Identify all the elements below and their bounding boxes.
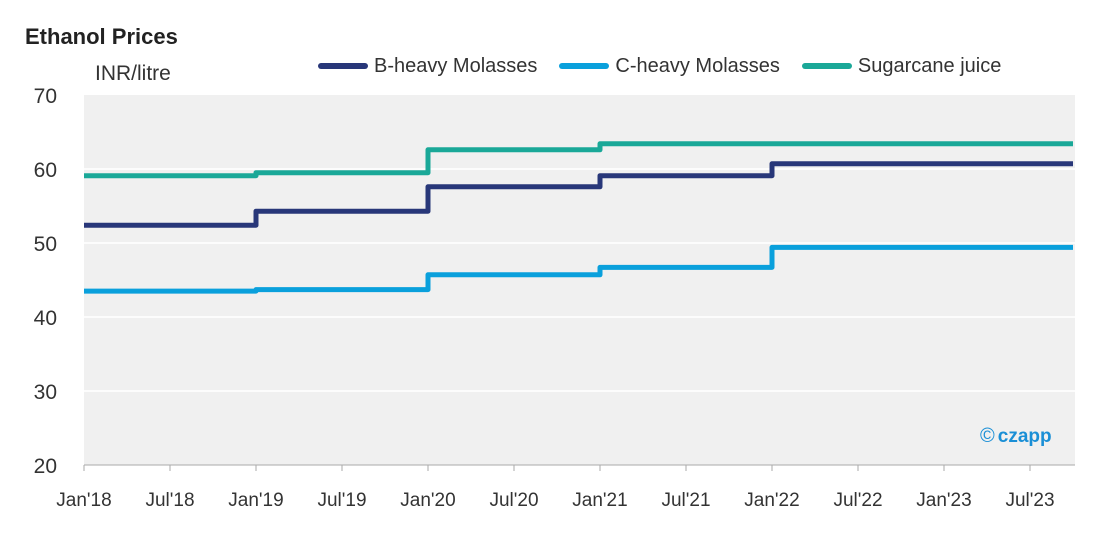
legend-item: B-heavy Molasses bbox=[318, 55, 537, 78]
x-tick-label: Jul'19 bbox=[317, 490, 366, 511]
legend-label: Sugarcane juice bbox=[857, 54, 1002, 77]
legend-swatch bbox=[801, 63, 852, 69]
x-tick-label: Jul'18 bbox=[145, 490, 194, 511]
series-lines bbox=[84, 141, 1073, 294]
chart-legend: B-heavy Molasses C-heavy Molasses Sugarcan… bbox=[318, 53, 1023, 79]
series-line-2 bbox=[84, 141, 1073, 179]
x-tick-labels: Jan'18 Jul'18 Jan'19 Jul'19 Jan'20 Jul'20 Jan'… bbox=[56, 490, 1054, 511]
legend-item: Sugarcane juice bbox=[801, 54, 1002, 78]
series-line-1 bbox=[84, 244, 1073, 294]
x-tick-label: Jan'21 bbox=[572, 490, 627, 511]
legend-label: C-heavy Molasses bbox=[615, 54, 780, 77]
plot-background bbox=[84, 95, 1075, 465]
watermark-text: czapp bbox=[997, 425, 1052, 447]
y-axis-unit-label: INR/litre bbox=[95, 62, 171, 85]
x-tick-label: Jan'20 bbox=[400, 490, 455, 511]
y-tick-label: 30 bbox=[34, 381, 57, 404]
legend-swatch bbox=[318, 63, 368, 69]
series-line-0 bbox=[84, 161, 1073, 228]
legend-item: C-heavy Molasses bbox=[559, 55, 780, 78]
y-tick-label: 40 bbox=[34, 307, 57, 330]
x-tick-label: Jan'22 bbox=[744, 490, 799, 511]
x-tick-label: Jan'19 bbox=[228, 490, 283, 511]
x-tick-label: Jul'23 bbox=[1005, 490, 1054, 511]
x-tick-label: Jul'21 bbox=[661, 490, 710, 511]
gridlines bbox=[84, 168, 1075, 392]
copyright-icon: © bbox=[980, 425, 995, 447]
y-tick-label: 70 bbox=[34, 85, 57, 108]
y-tick-label: 20 bbox=[34, 455, 57, 478]
czapp-watermark-logo: © czapp bbox=[980, 425, 1052, 448]
x-tick-label: Jul'20 bbox=[489, 490, 538, 511]
legend-swatch bbox=[559, 63, 610, 69]
y-axis: 20 30 40 50 60 70 bbox=[34, 85, 57, 478]
x-axis bbox=[83, 464, 1075, 471]
legend-label: B-heavy Molasses bbox=[374, 54, 538, 77]
y-tick-label: 60 bbox=[34, 159, 57, 182]
y-tick-label: 50 bbox=[34, 233, 57, 256]
x-tick-label: Jul'22 bbox=[833, 490, 882, 511]
chart-title: Ethanol Prices bbox=[25, 24, 178, 49]
x-tick-label: Jan'23 bbox=[916, 490, 971, 511]
x-tick-label: Jan'18 bbox=[56, 490, 111, 511]
